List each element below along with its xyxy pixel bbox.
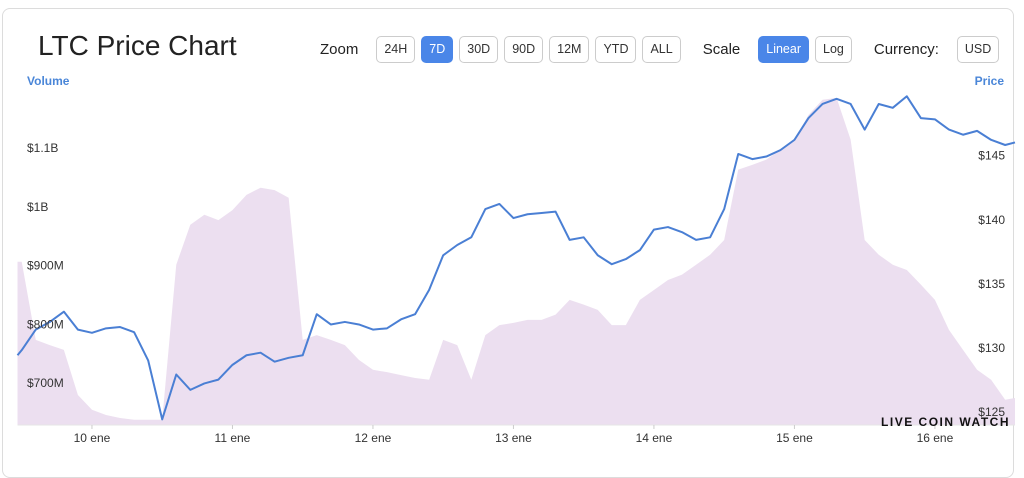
currency-label: Currency:: [873, 41, 939, 58]
y-tick-label: $1B: [27, 200, 48, 214]
price-line: [16, 95, 1016, 421]
zoom-button[interactable]: 24H: [376, 36, 416, 63]
zoom-button[interactable]: 12M: [549, 36, 590, 63]
chart-title: LTC Price Chart: [38, 30, 237, 61]
y2-tick-label: $125: [978, 405, 1005, 419]
scale-button[interactable]: Linear: [758, 36, 809, 63]
y2-tick-label: $145: [978, 149, 1005, 163]
zoom-button[interactable]: YTD: [595, 36, 637, 63]
x-tick-label: 12 ene: [355, 431, 392, 445]
y-tick-label: $700M: [27, 376, 64, 390]
x-tick-label: 11 ene: [215, 431, 251, 445]
x-tick-label: 16 ene: [917, 431, 954, 445]
y-tick-label: $1.1B: [27, 141, 58, 155]
x-tick-label: 15 ene: [776, 431, 813, 445]
y2-tick-label: $130: [978, 341, 1005, 355]
watermark: LIVE COIN WATCH: [881, 415, 1010, 429]
chart: Volume Price $700M $800M $900M $1B $1.1B $125 $1…: [16, 74, 1016, 445]
x-tick-label: 10 ene: [74, 431, 111, 445]
currency-button[interactable]: USD: [956, 36, 1000, 63]
scale-label: Scale: [702, 41, 741, 58]
zoom-button[interactable]: 30D: [459, 36, 499, 63]
x-tick-label: 13 ene: [495, 431, 532, 445]
zoom-button[interactable]: 7D: [421, 36, 454, 63]
y2-axis-title: Price: [975, 74, 1005, 88]
page: LTC Price Chart Zoom 24H 7D 30D 90D 12M YTD ALL…: [2, 8, 1016, 478]
zoom-label: Zoom: [320, 41, 359, 58]
y-axis-title: Volume: [27, 74, 70, 88]
zoom-button[interactable]: ALL: [642, 36, 681, 63]
y-tick-label: $900M: [27, 259, 64, 273]
y2-tick-label: $135: [978, 277, 1005, 291]
volume-area: [17, 97, 1015, 425]
scale-button[interactable]: Log: [815, 36, 852, 63]
x-tick-label: 14 ene: [636, 431, 673, 445]
y2-tick-label: $140: [978, 213, 1005, 227]
toolbar: Zoom 24H 7D 30D 90D 12M YTD ALL Scale Linear Log Cu…: [320, 36, 1005, 63]
zoom-button[interactable]: 90D: [504, 36, 544, 63]
y-tick-label: $800M: [27, 317, 64, 331]
